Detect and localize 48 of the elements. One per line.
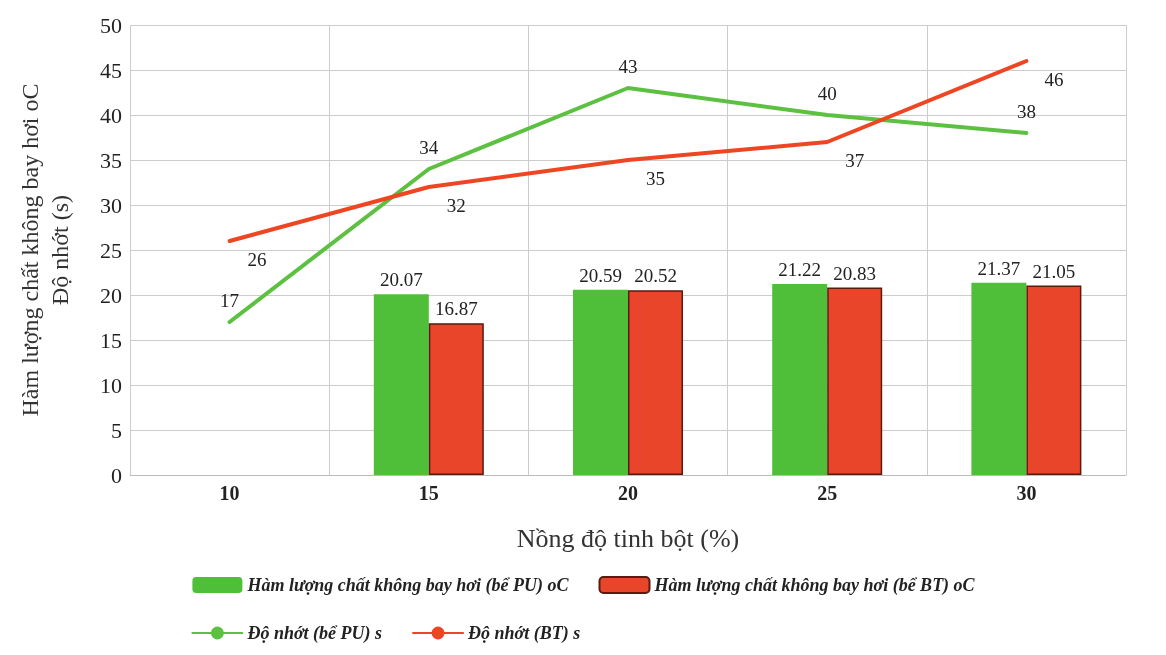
- data-label: 16.87: [434, 298, 478, 320]
- data-label: 37: [845, 149, 865, 171]
- y-tick-label: 5: [111, 417, 122, 443]
- bar: [373, 294, 429, 475]
- data-label: 34: [419, 137, 439, 158]
- x-tick-label: 30: [1016, 482, 1037, 504]
- x-tick-label: 20: [618, 482, 638, 504]
- data-label: 35: [646, 167, 665, 189]
- data-label: 26: [247, 248, 267, 270]
- x-tick-label: 25: [817, 482, 838, 504]
- y-tick-label: 35: [100, 147, 122, 173]
- y-tick-label: 30: [100, 192, 122, 218]
- bar: [772, 284, 828, 475]
- legend-label: Độ nhớt (BT) s: [467, 623, 581, 644]
- x-tick-label: 10: [219, 482, 240, 504]
- data-label: 21.22: [778, 259, 822, 281]
- data-label: 20.83: [833, 262, 877, 284]
- y-tick-label: 10: [100, 372, 122, 398]
- bar: [971, 282, 1027, 475]
- data-label: 46: [1044, 68, 1064, 90]
- data-label: 40: [817, 83, 837, 104]
- data-label: 21.05: [1032, 260, 1076, 282]
- x-axis-title: Nồng độ tinh bột (%): [516, 523, 740, 553]
- legend-label: Hàm lượng chất không bay hơi (bể BT) oC: [653, 575, 976, 596]
- bar: [628, 290, 683, 475]
- bar: [827, 287, 883, 475]
- data-label: 20.59: [579, 264, 622, 286]
- y-axis-title: Hàm lượng chất không bay hơi oC Độ nhớt (s): [17, 83, 73, 417]
- bar: [428, 323, 484, 475]
- y-tick-label: 15: [100, 327, 122, 353]
- data-label: 21.37: [977, 257, 1021, 279]
- data-label: 20.52: [634, 265, 677, 287]
- y-tick-label: 0: [111, 462, 122, 488]
- y-tick-label: 20: [100, 282, 122, 308]
- y-tick-label: 25: [100, 237, 122, 263]
- y-tick-label: 50: [100, 12, 122, 38]
- legend-label: Hàm lượng chất không bay hơi (bể PU) oC: [246, 575, 570, 596]
- data-label: 17: [220, 290, 240, 311]
- data-label: 20.07: [379, 269, 423, 291]
- bar: [573, 289, 628, 475]
- y-tick-label: 45: [100, 57, 122, 83]
- data-label: 32: [446, 194, 466, 216]
- y-tick-label: 40: [100, 102, 122, 128]
- legend-label: Độ nhớt (bể PU) s: [246, 623, 383, 644]
- x-tick-label: 15: [418, 482, 439, 504]
- bar: [1026, 285, 1082, 475]
- data-label: 43: [618, 56, 638, 77]
- data-label: 38: [1016, 101, 1036, 122]
